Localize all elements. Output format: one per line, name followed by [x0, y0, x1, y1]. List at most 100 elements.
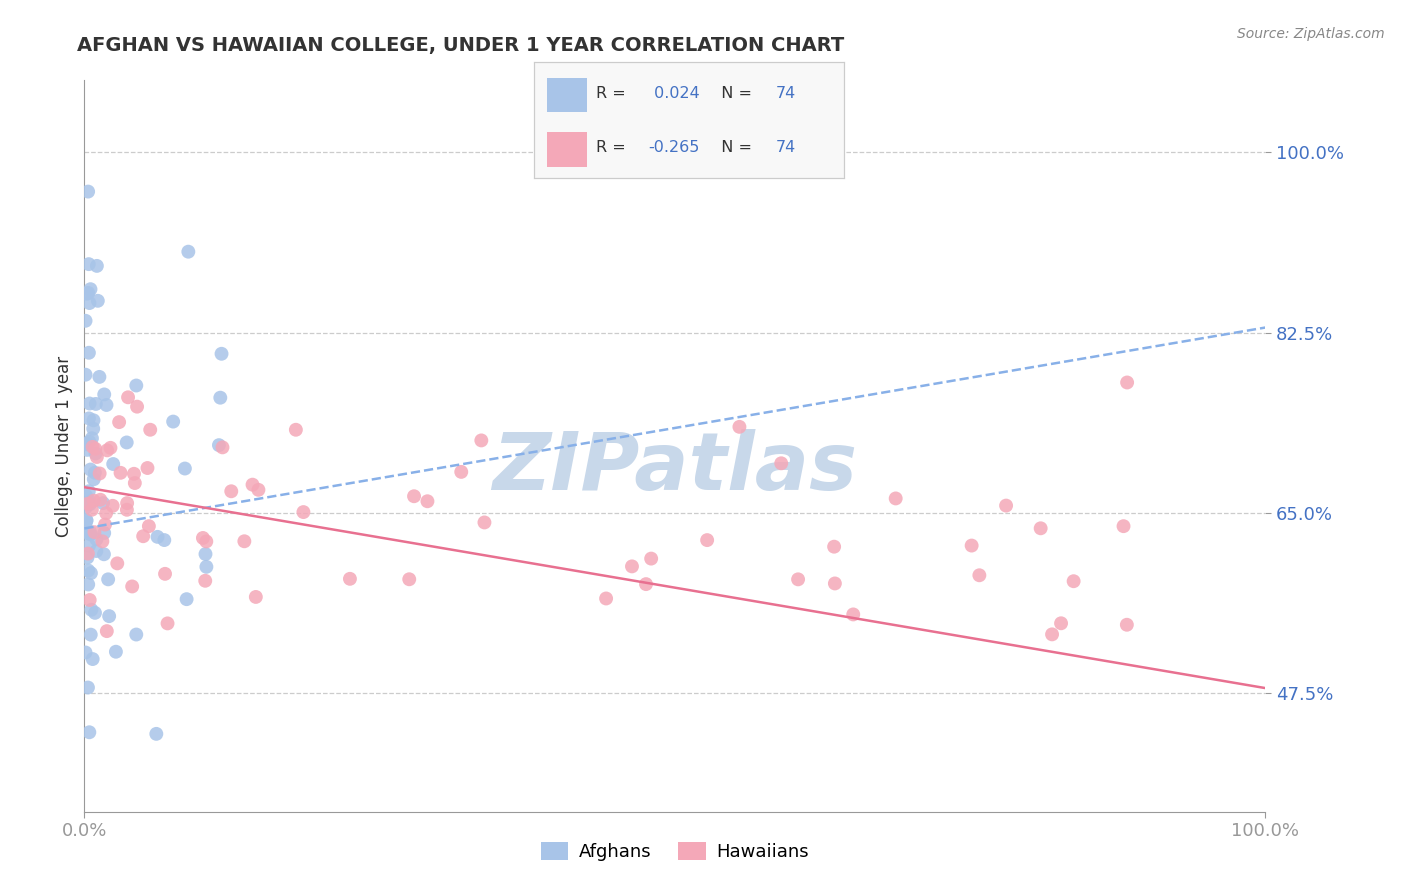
Point	[86, 544, 108, 558]
Point	[79, 282, 101, 296]
Point	[79, 396, 101, 410]
Point	[450, 465, 472, 479]
Point	[79, 524, 101, 539]
Point	[115, 496, 138, 510]
Point	[96, 624, 118, 639]
Point	[97, 572, 120, 586]
Point	[125, 400, 148, 414]
Point	[104, 645, 127, 659]
Point	[125, 627, 148, 641]
Point	[80, 566, 103, 581]
Point	[117, 390, 139, 404]
Point	[284, 423, 307, 437]
Y-axis label: College, Under 1 year: College, Under 1 year	[55, 355, 73, 537]
Point	[211, 441, 233, 455]
Text: -0.265: -0.265	[648, 139, 700, 154]
Point	[84, 397, 107, 411]
Point	[194, 547, 217, 561]
Point	[156, 616, 179, 631]
Point	[77, 539, 100, 553]
Point	[194, 574, 217, 588]
Point	[79, 725, 101, 739]
Point	[87, 293, 110, 308]
Point	[640, 551, 662, 566]
Point	[82, 422, 104, 436]
Point	[105, 557, 128, 571]
Point	[79, 497, 101, 511]
Point	[121, 579, 143, 593]
Point	[162, 415, 184, 429]
Point	[75, 314, 97, 328]
Point	[969, 568, 991, 582]
Point	[842, 607, 865, 622]
Text: AFGHAN VS HAWAIIAN COLLEGE, UNDER 1 YEAR CORRELATION CHART: AFGHAN VS HAWAIIAN COLLEGE, UNDER 1 YEAR…	[77, 36, 845, 54]
Point	[245, 590, 267, 604]
Point	[110, 466, 132, 480]
Point	[96, 443, 118, 458]
Point	[77, 577, 100, 591]
Point	[209, 391, 232, 405]
Point	[77, 484, 100, 499]
Point	[75, 500, 97, 515]
Point	[174, 461, 197, 475]
Point	[76, 442, 98, 457]
Point	[77, 285, 100, 300]
Point	[76, 286, 98, 301]
Point	[82, 652, 104, 666]
Point	[91, 496, 114, 510]
Point	[84, 606, 107, 620]
Point	[79, 494, 101, 508]
Point	[83, 466, 105, 480]
Point	[79, 527, 101, 541]
Point	[76, 514, 98, 528]
Point	[219, 484, 242, 499]
Point	[75, 489, 97, 503]
Point	[132, 529, 155, 543]
Point	[1029, 521, 1052, 535]
Point	[770, 456, 793, 470]
Legend: Afghans, Hawaiians: Afghans, Hawaiians	[533, 835, 817, 869]
Point	[77, 547, 100, 561]
Point	[91, 534, 114, 549]
Point	[787, 572, 810, 586]
Point	[93, 387, 115, 401]
Point	[89, 370, 111, 384]
Text: 74: 74	[776, 139, 796, 154]
Point	[79, 593, 101, 607]
Point	[84, 446, 107, 460]
Point	[416, 494, 439, 508]
Bar	[547, 132, 586, 167]
Point	[634, 577, 657, 591]
Point	[83, 525, 105, 540]
Point	[115, 435, 138, 450]
Point	[82, 440, 104, 454]
Point	[208, 438, 231, 452]
Point	[100, 441, 122, 455]
Point	[75, 368, 97, 382]
Point	[153, 533, 176, 547]
Point	[696, 533, 718, 547]
Point	[75, 645, 97, 659]
Point	[86, 259, 108, 273]
Point	[79, 434, 101, 449]
Point	[83, 493, 105, 508]
Point	[93, 547, 115, 561]
Point	[80, 502, 103, 516]
Point	[75, 526, 97, 541]
Point	[884, 491, 907, 506]
Point	[620, 559, 643, 574]
Point	[83, 472, 105, 486]
Point	[1116, 376, 1139, 390]
Point	[93, 526, 115, 541]
Text: 0.024: 0.024	[648, 87, 699, 102]
Point	[122, 467, 145, 481]
Point	[108, 415, 131, 429]
Point	[728, 420, 751, 434]
Point	[960, 539, 983, 553]
Point	[89, 467, 111, 481]
Text: Source: ZipAtlas.com: Source: ZipAtlas.com	[1237, 27, 1385, 41]
Text: N =: N =	[710, 87, 756, 102]
Point	[242, 477, 264, 491]
Point	[83, 413, 105, 427]
Point	[153, 566, 176, 581]
